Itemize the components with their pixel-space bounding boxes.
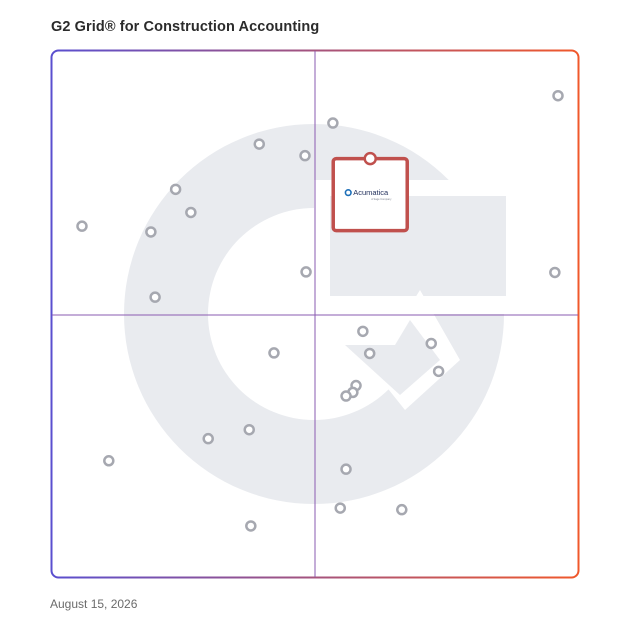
data-point-7[interactable] — [299, 149, 311, 162]
data-point-12[interactable] — [549, 266, 561, 279]
acumatica-logo-icon — [344, 189, 352, 197]
data-point-10[interactable] — [552, 89, 564, 102]
data-point-27[interactable] — [245, 520, 257, 532]
data-point-8[interactable] — [327, 117, 339, 129]
data-point-23[interactable] — [103, 455, 115, 467]
data-point-26[interactable] — [396, 503, 408, 516]
chart-title: G2 Grid® for Construction Accounting — [51, 19, 320, 35]
data-point-16[interactable] — [425, 337, 437, 350]
data-point-22[interactable] — [202, 432, 214, 445]
data-point-13[interactable] — [357, 325, 369, 338]
data-point-17[interactable] — [432, 365, 445, 378]
g2-watermark-icon — [124, 124, 514, 504]
data-points — [76, 89, 564, 532]
data-point-24[interactable] — [340, 463, 352, 475]
report-date: August 15, 2026 — [50, 597, 138, 611]
acumatica-data-point[interactable] — [363, 151, 377, 166]
data-point-21[interactable] — [243, 423, 255, 436]
data-point-25[interactable] — [334, 502, 346, 514]
acumatica-sublabel: A Sage Company — [371, 197, 392, 201]
data-point-5[interactable] — [149, 291, 161, 303]
data-point-3[interactable] — [169, 183, 182, 196]
data-point-11[interactable] — [300, 266, 312, 278]
data-point-2[interactable] — [145, 226, 157, 238]
data-point-20[interactable] — [340, 390, 352, 402]
acumatica-label: Acumatica — [353, 188, 389, 197]
data-point-6[interactable] — [253, 138, 265, 150]
data-point-4[interactable] — [185, 206, 197, 219]
data-point-15[interactable] — [268, 347, 280, 359]
data-point-1[interactable] — [76, 220, 88, 232]
data-point-14[interactable] — [363, 347, 376, 360]
